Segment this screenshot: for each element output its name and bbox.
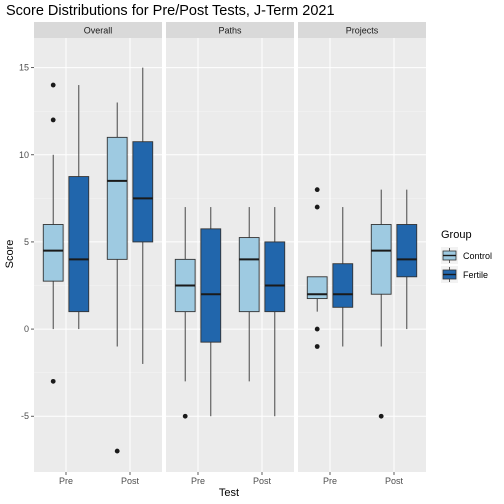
box-post-fertile — [132, 67, 154, 364]
facet-strip-label: Paths — [218, 26, 242, 36]
box-pre-fertile — [200, 207, 222, 417]
facet-strip — [298, 22, 426, 38]
x-tick-label: Post — [121, 476, 140, 486]
box-body — [68, 176, 90, 313]
outlier-point — [378, 413, 384, 419]
y-tick-label: 5 — [24, 237, 29, 247]
facet-panel-paths: Paths Pre Post — [166, 22, 294, 486]
box-post-fertile — [264, 207, 286, 417]
box-body — [332, 263, 354, 308]
outlier-point — [114, 448, 120, 454]
outlier-point — [50, 117, 56, 123]
box-body — [396, 224, 418, 278]
x-tick-label: Pre — [323, 476, 337, 486]
legend-title: Group — [441, 229, 472, 241]
facet-strip — [34, 22, 162, 38]
box-pre-control — [174, 207, 196, 419]
facet-strip-label: Overall — [84, 26, 113, 36]
facet-strip — [166, 22, 294, 38]
box-body — [370, 224, 392, 295]
legend: Group Control Fertile — [441, 229, 492, 283]
facet-panel-projects: Projects Pre Post — [298, 22, 426, 486]
legend-label: Control — [463, 251, 492, 261]
box-body — [306, 276, 328, 300]
box-pre-fertile — [68, 85, 90, 330]
y-axis: -5 0 5 10 15 — [19, 63, 34, 421]
y-axis-title: Score — [4, 240, 16, 269]
y-tick-label: -5 — [21, 411, 29, 421]
outlier-point — [182, 413, 188, 419]
outlier-point — [314, 204, 320, 210]
chart-title: Score Distributions for Pre/Post Tests, … — [6, 3, 335, 19]
outlier-point — [50, 378, 56, 384]
box-body — [132, 141, 154, 243]
legend-label: Fertile — [463, 270, 488, 280]
box-post-control — [106, 102, 128, 454]
x-axis-title: Test — [219, 487, 239, 499]
legend-key-fertile: Fertile — [441, 266, 488, 283]
box-post-control — [370, 189, 392, 419]
box-post-control — [238, 207, 260, 382]
box-pre-fertile — [332, 207, 354, 347]
box-pre-control — [42, 82, 64, 384]
box-pre-control — [306, 187, 328, 349]
x-tick-label: Post — [253, 476, 272, 486]
outlier-point — [314, 326, 320, 332]
x-tick-label: Pre — [191, 476, 205, 486]
y-tick-label: 15 — [19, 63, 29, 73]
facet-panel-overall: Overall Pre Post — [34, 22, 162, 486]
outlier-point — [314, 187, 320, 193]
y-tick-label: 10 — [19, 150, 29, 160]
outlier-point — [314, 344, 320, 349]
box-body — [106, 136, 128, 260]
facet-strip-label: Projects — [346, 26, 379, 36]
box-body — [200, 228, 222, 343]
outlier-point — [50, 82, 56, 88]
box-body — [42, 224, 64, 282]
x-tick-label: Post — [385, 476, 404, 486]
x-tick-label: Pre — [59, 476, 73, 486]
legend-key-control: Control — [441, 247, 492, 264]
y-tick-label: 0 — [24, 324, 29, 334]
box-post-fertile — [396, 189, 418, 330]
box-body — [238, 237, 260, 313]
box-body — [264, 241, 286, 313]
facet-panels: Overall Pre Post Paths Pre Post Projects Pre Pos… — [34, 22, 426, 486]
